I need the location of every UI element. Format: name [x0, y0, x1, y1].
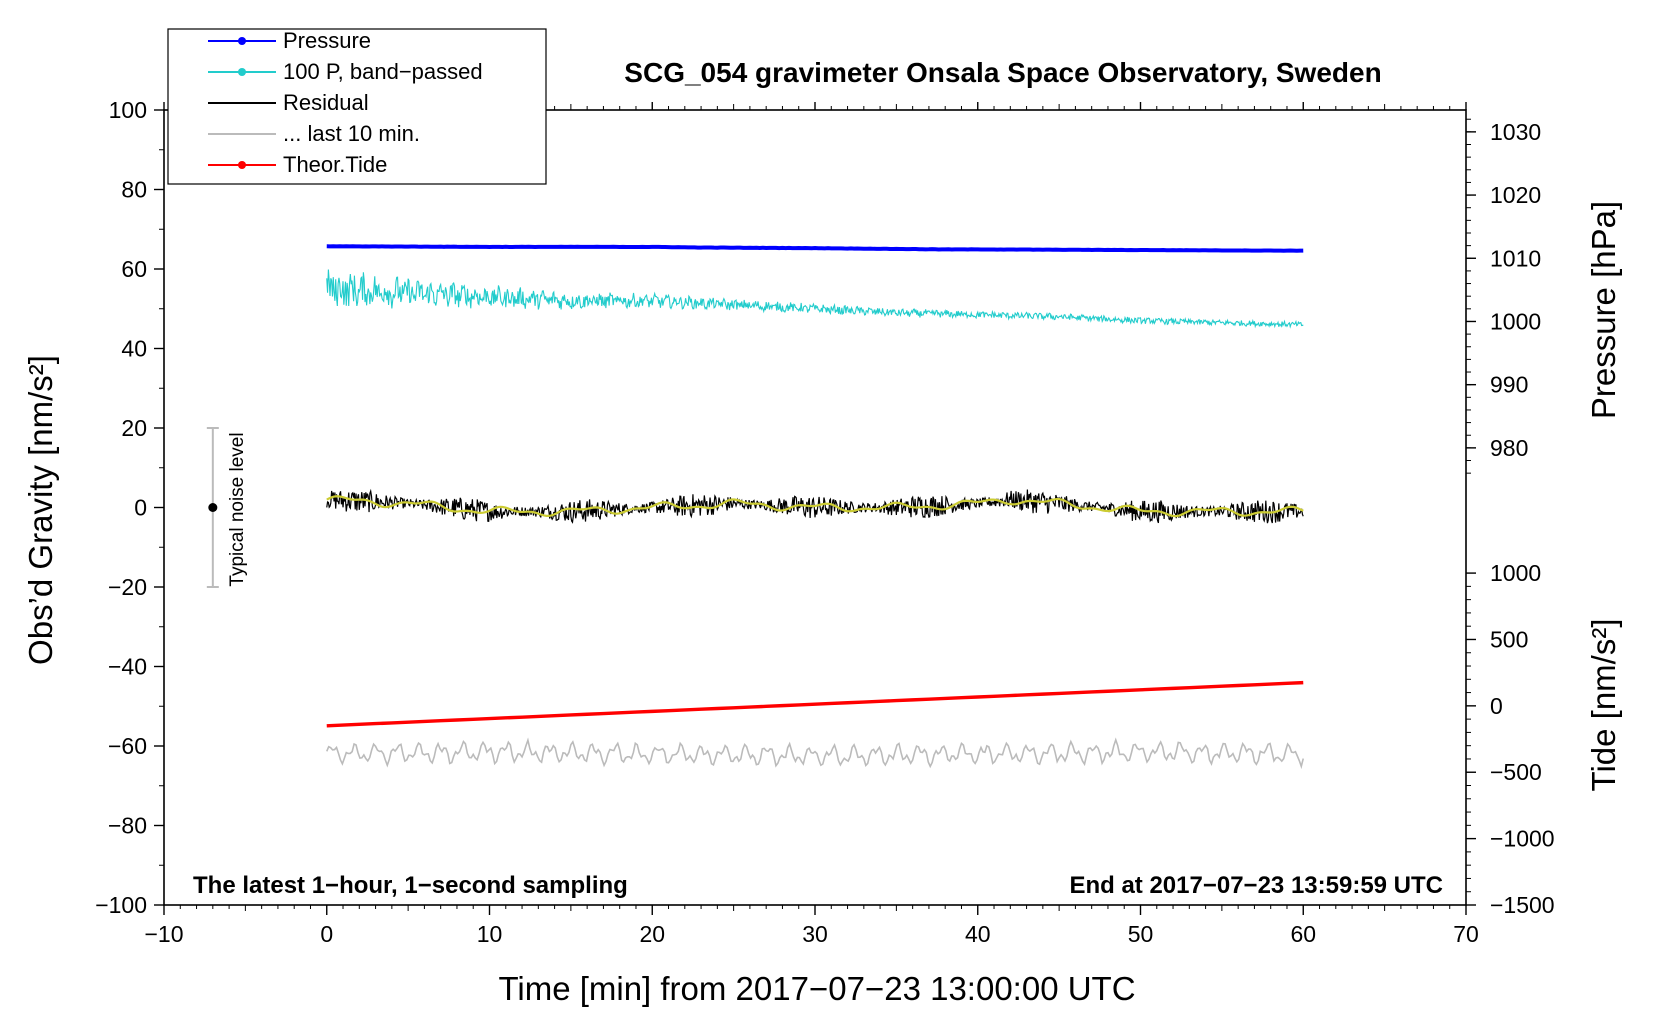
pressure-tick-label: 990 — [1490, 372, 1528, 398]
y-left-tick-label: 100 — [109, 97, 147, 123]
footer-right-note: End at 2017−07−23 13:59:59 UTC — [1069, 872, 1443, 899]
chart-title: SCG_054 gravimeter Onsala Space Observat… — [624, 57, 1381, 88]
noise-marker: Typical noise level — [206, 427, 248, 588]
y-left-tick-label: 20 — [121, 415, 147, 441]
legend-marker — [238, 68, 246, 76]
x-tick-label: −10 — [144, 921, 183, 947]
y-left-tick-label: −80 — [108, 813, 147, 839]
series-residual-smoothed — [326, 495, 1304, 518]
y-left-tick-label: −40 — [108, 654, 147, 680]
series-pressure — [326, 244, 1304, 253]
x-tick-label: 40 — [965, 921, 991, 947]
x-axis-title: Time [min] from 2017−07−23 13:00:00 UTC — [498, 970, 1135, 1007]
tide-tick-label: −500 — [1490, 759, 1542, 785]
tide-tick-label: 500 — [1490, 626, 1528, 652]
y-left-tick-label: 40 — [121, 336, 147, 362]
y-left-tick-label: −20 — [108, 574, 147, 600]
y-axis-left-title: Obs’d Gravity [nm/s²] — [22, 355, 59, 665]
y-left-tick-label: −60 — [108, 733, 147, 759]
tide-tick-label: 1000 — [1490, 560, 1541, 586]
tide-tick-label: −1500 — [1490, 892, 1555, 918]
series-last-10-min — [326, 737, 1305, 770]
legend-label: ... last 10 min. — [283, 121, 420, 146]
footer-left-note: The latest 1−hour, 1−second sampling — [193, 872, 628, 899]
legend-label: 100 P, band−passed — [283, 59, 483, 84]
series-layer — [326, 244, 1305, 770]
legend: Pressure 100 P, band−passed Residual ... la… — [167, 28, 547, 185]
pressure-tick-label: 1030 — [1490, 119, 1541, 145]
noise-center-dot — [208, 503, 218, 512]
series-residual — [326, 488, 1304, 524]
y-left-tick-label: 80 — [121, 177, 147, 203]
x-tick-label: 20 — [639, 921, 665, 947]
y-axis-tide-title: Tide [nm/s²] — [1585, 619, 1622, 792]
y-left-tick-label: 60 — [121, 256, 147, 282]
pressure-tick-label: 1010 — [1490, 245, 1541, 271]
x-tick-label: 60 — [1290, 921, 1316, 947]
series-bandpassed-pressure — [326, 269, 1304, 329]
x-tick-label: 70 — [1453, 921, 1479, 947]
ticks-layer: −10 0 10 20 30 40 50 60 70100806040200−20−40−60−… — [95, 97, 1554, 947]
y-left-tick-label: 0 — [134, 495, 147, 521]
pressure-tick-label: 1000 — [1490, 308, 1541, 334]
pressure-tick-label: 980 — [1490, 435, 1528, 461]
legend-marker — [238, 161, 246, 169]
pressure-tick-label: 1020 — [1490, 182, 1541, 208]
legend-box — [167, 28, 547, 185]
x-tick-label: 0 — [320, 921, 333, 947]
tide-tick-label: 0 — [1490, 693, 1503, 719]
legend-label: Residual — [283, 90, 369, 115]
x-tick-label: 30 — [802, 921, 828, 947]
legend-label: Pressure — [283, 28, 371, 53]
series-theor-tide — [326, 680, 1304, 728]
x-tick-label: 10 — [477, 921, 503, 947]
x-tick-label: 50 — [1128, 921, 1154, 947]
y-axis-pressure-title: Pressure [hPa] — [1585, 201, 1622, 419]
legend-label: Theor.Tide — [283, 152, 387, 177]
noise-label: Typical noise level — [227, 432, 248, 586]
legend-marker — [238, 37, 246, 45]
tide-tick-label: −1000 — [1490, 826, 1555, 852]
y-left-tick-label: −100 — [95, 892, 147, 918]
